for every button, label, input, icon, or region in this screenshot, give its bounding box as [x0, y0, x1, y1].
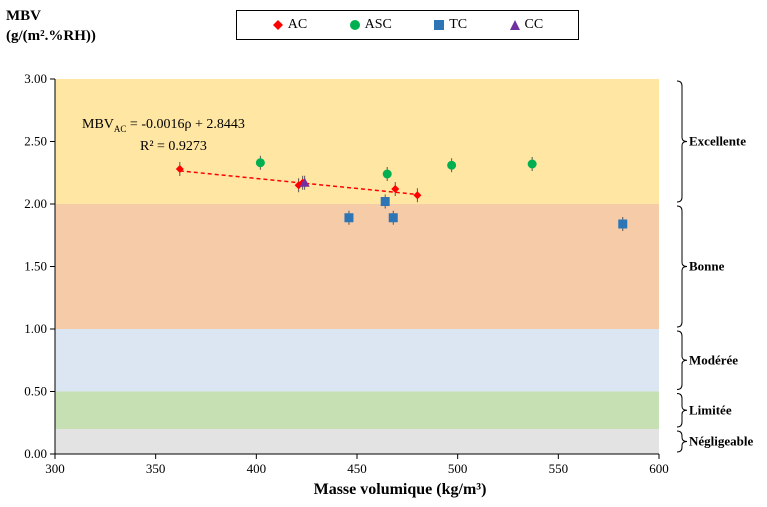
x-tick-label: 550 — [549, 461, 569, 476]
band-label-2: Modérée — [689, 352, 738, 367]
band-brackets: Excellente Bonne Modérée Limitée Négligeable — [676, 80, 753, 453]
point-cc — [299, 177, 310, 187]
regression-equation: MBVAC = -0.0016ρ + 2.8443 R² = 0.9273 — [82, 116, 245, 156]
x-tick-label: 300 — [45, 461, 65, 476]
quality-bands — [55, 79, 659, 454]
x-tick-label: 400 — [247, 461, 267, 476]
y-tick-label: 2.00 — [24, 196, 47, 211]
legend-label-tc: TC — [449, 17, 468, 32]
r-squared: R² = 0.9273 — [140, 138, 207, 154]
y-axis-title-line1: MBV — [6, 8, 41, 24]
x-tick-label: 450 — [347, 461, 367, 476]
band-4 — [55, 429, 659, 454]
band-label-3: Limitée — [689, 402, 732, 417]
band-2 — [55, 329, 659, 392]
band-label-4: Négligeable — [689, 434, 753, 449]
legend-label-asc: ASC — [364, 17, 392, 32]
x-axis-title: Masse volumique (kg/m³) — [313, 481, 487, 498]
data-points — [175, 155, 628, 231]
triangle-icon — [509, 20, 520, 30]
point-asc — [255, 158, 265, 168]
point-asc — [447, 160, 457, 170]
square-icon — [434, 20, 445, 30]
bracket-2 — [676, 330, 688, 390]
band-1 — [55, 204, 659, 329]
y-tick-label: 0.50 — [24, 384, 47, 399]
bracket-0 — [676, 80, 688, 203]
point-ac — [175, 165, 184, 173]
y-axis-title: MBV (g/(m².%RH)) — [6, 6, 96, 46]
legend-label-ac: AC — [287, 17, 308, 32]
y-tick-label: 1.00 — [24, 321, 47, 336]
bracket-4 — [676, 430, 688, 453]
point-ac — [391, 185, 400, 193]
band-label-0: Excellente — [689, 134, 746, 149]
point-tc — [344, 213, 354, 223]
circle-icon — [349, 20, 360, 30]
x-tick-label: 500 — [448, 461, 468, 476]
legend: AC ASC TC CC — [236, 10, 579, 40]
axes: 0.00 0.50 1.00 1.50 2.00 2.50 3.00 300 350 400 450… — [24, 71, 669, 476]
y-tick-label: 1.50 — [24, 259, 47, 274]
band-3 — [55, 391, 659, 429]
legend-item-tc: TC — [433, 17, 467, 33]
equation-subscript: AC — [113, 123, 127, 134]
legend-label-cc: CC — [524, 17, 544, 32]
point-asc — [382, 169, 392, 179]
y-axis-title-line2: (g/(m².%RH)) — [6, 28, 96, 44]
diamond-icon — [272, 20, 283, 30]
point-tc — [380, 197, 390, 206]
y-tick-label: 0.00 — [24, 446, 47, 461]
legend-item-ac: AC — [272, 17, 307, 33]
y-tick-label: 2.50 — [24, 134, 47, 149]
band-label-1: Bonne — [689, 259, 725, 274]
legend-item-cc: CC — [509, 17, 544, 33]
point-tc — [388, 213, 398, 223]
point-tc — [618, 219, 628, 229]
band-0 — [55, 79, 659, 204]
y-tick-label: 3.00 — [24, 71, 47, 86]
equation-body: = -0.0016ρ + 2.8443 — [126, 117, 245, 132]
bracket-3 — [676, 393, 688, 428]
point-asc — [527, 159, 537, 169]
bracket-1 — [676, 205, 688, 328]
point-ac — [413, 191, 422, 200]
equation-prefix: MBV — [82, 117, 114, 132]
x-tick-label: 600 — [649, 461, 669, 476]
legend-item-asc: ASC — [349, 17, 392, 33]
x-tick-label: 350 — [146, 461, 166, 476]
